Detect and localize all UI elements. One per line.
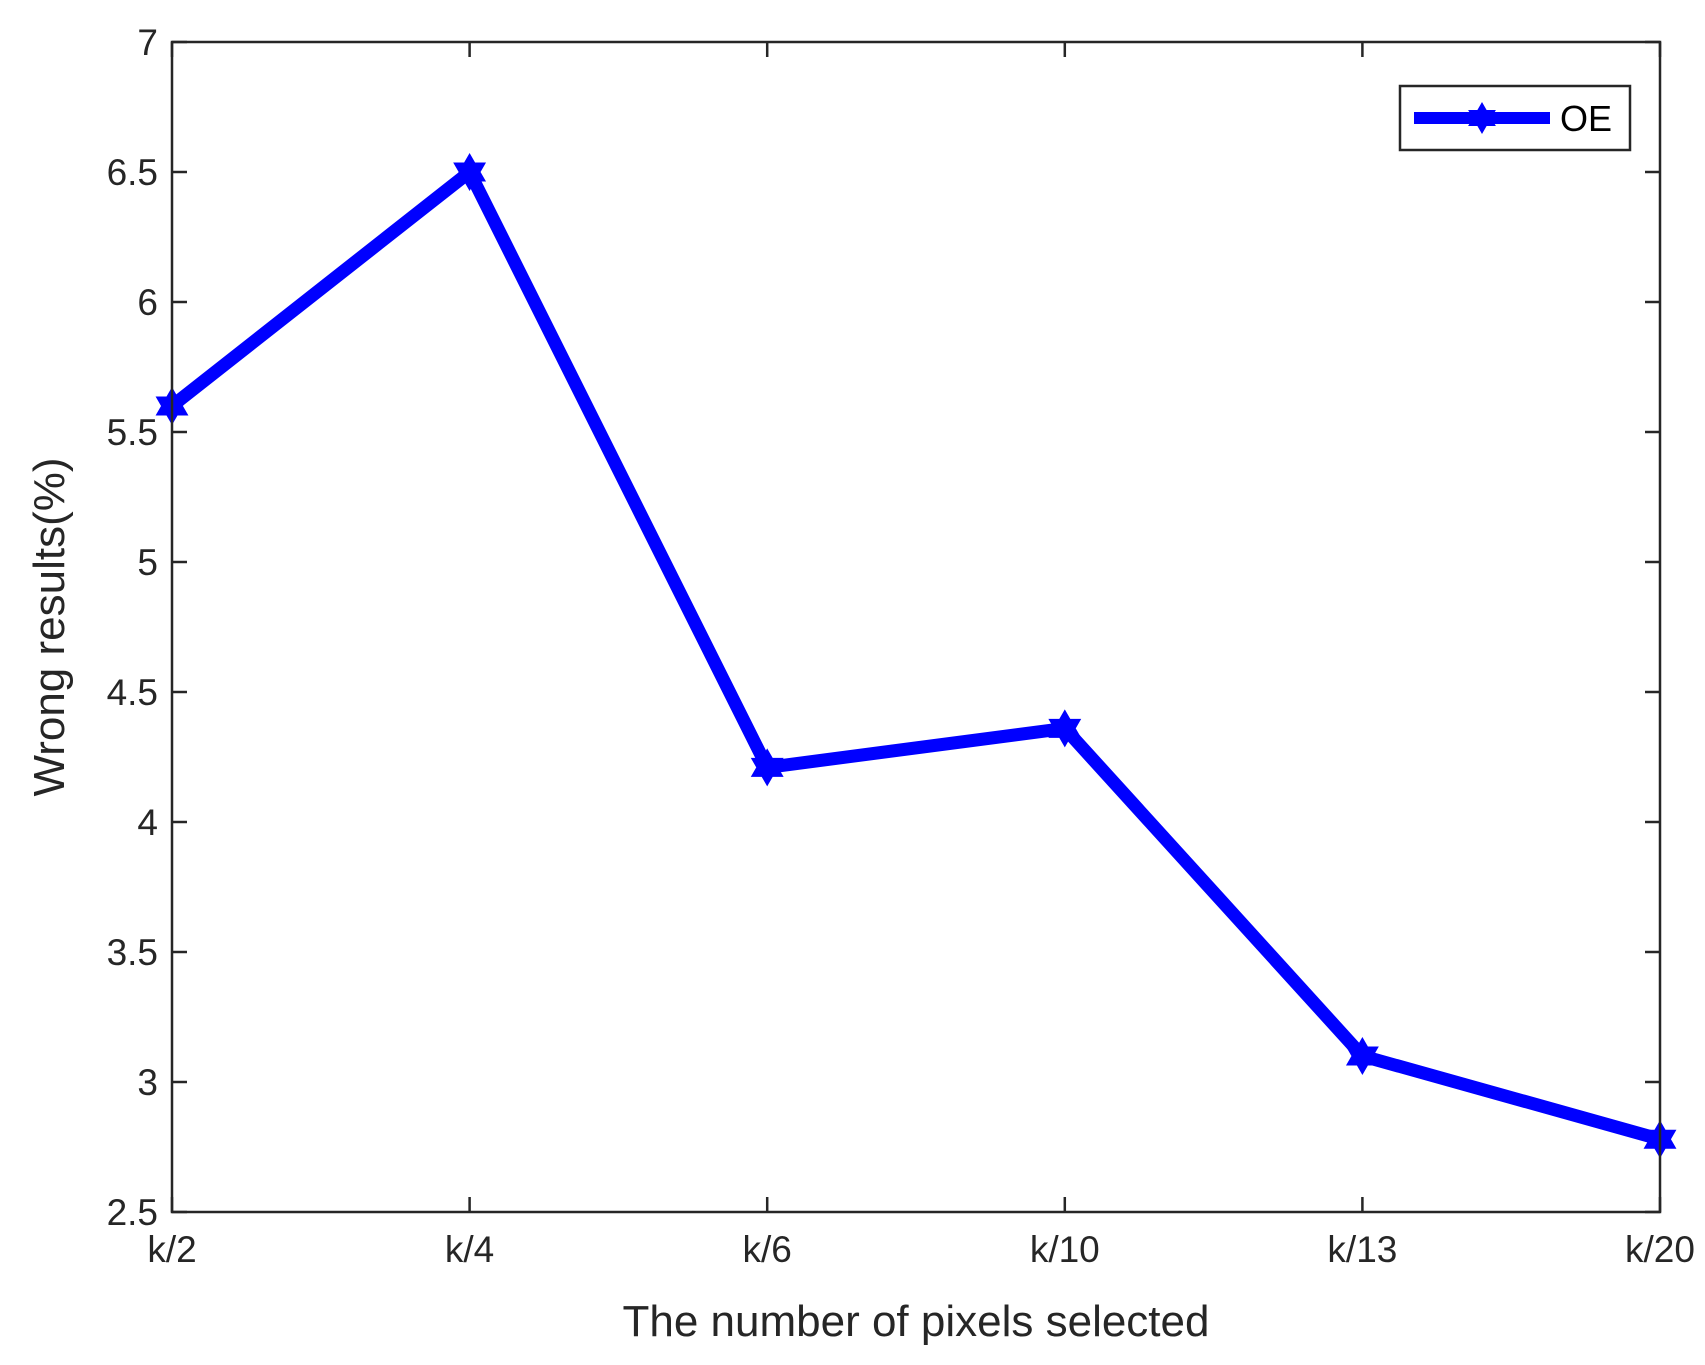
y-tick-label: 4.5 (107, 672, 158, 713)
y-axis-label: Wrong results(%) (25, 457, 74, 796)
axis-ticks (170, 40, 1662, 1214)
plot-area (172, 42, 1660, 1212)
x-tick-labels: k/2 k/4 k/6 k/10 k/13 k/20 (147, 1229, 1695, 1270)
data-point[interactable] (1048, 709, 1082, 748)
x-tick-label: k/10 (1030, 1229, 1100, 1270)
legend-marker-oe (1468, 102, 1496, 134)
y-tick-label: 6 (137, 282, 158, 323)
data-point[interactable] (453, 152, 487, 192)
legend[interactable]: OE (1398, 84, 1632, 152)
y-tick-label: 6.5 (107, 152, 158, 193)
y-tick-label: 5.5 (107, 412, 158, 453)
y-tick-label: 2.5 (107, 1192, 158, 1233)
plot-frame (170, 40, 1662, 1214)
legend-label-oe: OE (1560, 98, 1612, 139)
y-tick-label: 3.5 (107, 932, 158, 973)
x-axis-label: The number of pixels selected (623, 1297, 1210, 1346)
x-tick-label: k/2 (147, 1229, 196, 1270)
y-tick-label: 4 (137, 802, 158, 843)
series-line-oe (167, 165, 1662, 1146)
data-point[interactable] (1345, 1036, 1379, 1076)
x-tick-label: k/6 (743, 1229, 792, 1270)
x-tick-label: k/20 (1625, 1229, 1695, 1270)
x-tick-label: k/4 (445, 1229, 494, 1270)
y-tick-label: 7 (137, 22, 158, 63)
x-tick-label: k/13 (1327, 1229, 1397, 1270)
y-tick-labels: 2.5 3 3.5 4 4.5 5 5.5 6 6.5 7 (107, 22, 158, 1233)
y-tick-label: 3 (137, 1062, 158, 1103)
y-tick-label: 5 (137, 542, 158, 583)
data-point[interactable] (750, 748, 784, 787)
series-layer (155, 152, 1677, 1159)
